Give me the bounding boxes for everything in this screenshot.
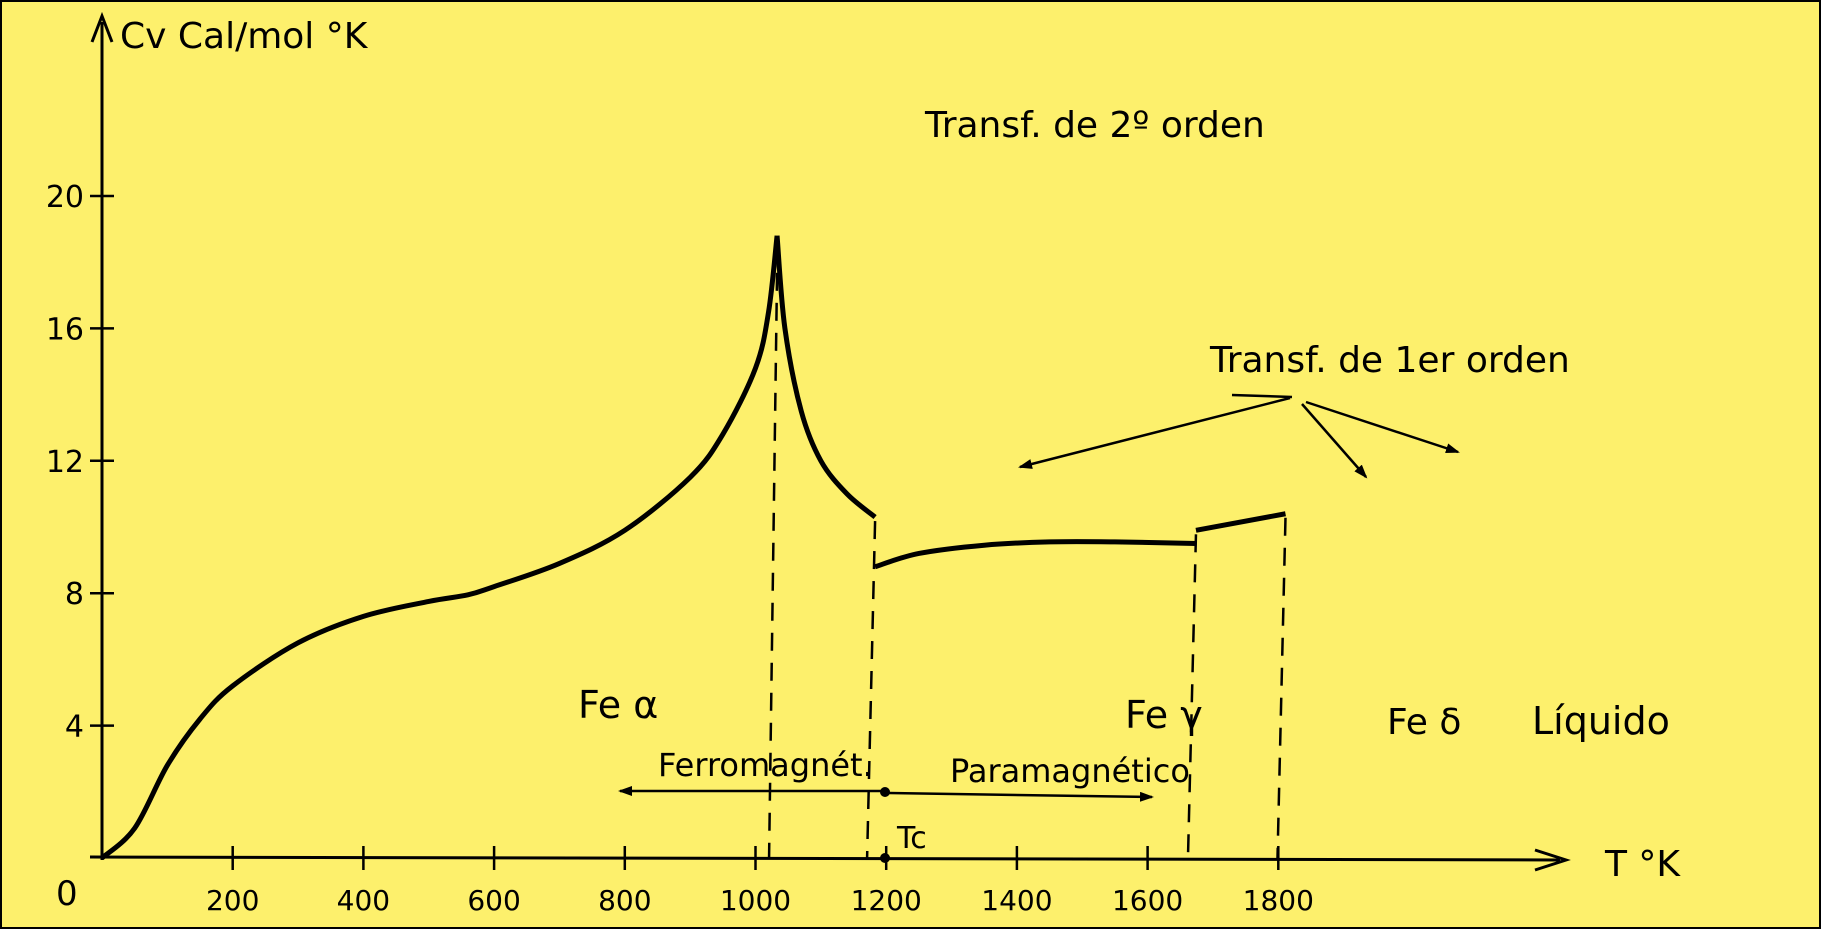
first-order-arrow-liquid bbox=[1305, 400, 1460, 454]
ferromagnetic-label: Ferromagnét. bbox=[658, 746, 873, 784]
liquid-label: Líquido bbox=[1532, 699, 1670, 743]
cv-curves bbox=[100, 235, 1286, 860]
y-tick-label: 4 bbox=[65, 710, 84, 745]
first-order-label: Transf. de 1er orden bbox=[1209, 340, 1570, 381]
y-axis-arrow bbox=[90, 11, 114, 43]
transition-line bbox=[767, 272, 779, 859]
x-tick-label: 1200 bbox=[851, 884, 922, 917]
x-tick-label: 200 bbox=[206, 884, 259, 917]
first-order-stem bbox=[1231, 393, 1293, 399]
transition-line bbox=[1276, 517, 1287, 859]
paramagnetic-label: Paramagnético bbox=[950, 752, 1190, 790]
fe-alpha-label: Fe α bbox=[578, 683, 658, 727]
first-order-arrow-gamma bbox=[1018, 396, 1291, 469]
y-ticks: 4 8 12 16 20 bbox=[46, 180, 114, 745]
series-line bbox=[774, 235, 877, 520]
x-axis-arrow bbox=[1534, 848, 1571, 872]
y-tick-label: 16 bbox=[46, 312, 84, 347]
x-tick-label: 1600 bbox=[1112, 884, 1183, 917]
paramagnetic-arrow bbox=[884, 791, 1154, 802]
y-axis-label: Cv Cal/mol °K bbox=[120, 16, 369, 57]
y-tick-label: 8 bbox=[65, 577, 84, 612]
x-tick-label: 1800 bbox=[1243, 884, 1314, 917]
y-tick-label: 12 bbox=[46, 445, 84, 480]
x-axis-label: T °K bbox=[1604, 844, 1681, 885]
transition-line bbox=[865, 521, 877, 859]
series-line bbox=[1195, 511, 1286, 533]
series-line bbox=[874, 539, 1197, 570]
tc-point bbox=[880, 787, 890, 797]
fe-gamma-label: Fe γ bbox=[1125, 693, 1203, 737]
transition-dashed-lines bbox=[767, 272, 1287, 859]
x-tick-label: 800 bbox=[598, 884, 651, 917]
x-ticks: 200 400 600 800 1000 1200 1400 1600 1800 bbox=[206, 846, 1314, 917]
x-tick-label: 400 bbox=[337, 884, 390, 917]
x-tick-label: 1400 bbox=[981, 884, 1052, 917]
x-axis bbox=[89, 855, 1561, 862]
fe-delta-label: Fe δ bbox=[1387, 702, 1461, 743]
x-tick-label: 1000 bbox=[720, 884, 791, 917]
first-order-arrow-delta bbox=[1301, 403, 1368, 479]
y-tick-label: 20 bbox=[46, 180, 84, 215]
series-line bbox=[100, 235, 780, 860]
origin-label: 0 bbox=[56, 874, 78, 914]
tc-label: Tc bbox=[896, 821, 927, 856]
second-order-label: Transf. de 2º orden bbox=[924, 105, 1265, 146]
x-tick-label: 600 bbox=[467, 884, 520, 917]
tc-axis-point bbox=[880, 853, 890, 863]
transition-line bbox=[1186, 534, 1198, 859]
